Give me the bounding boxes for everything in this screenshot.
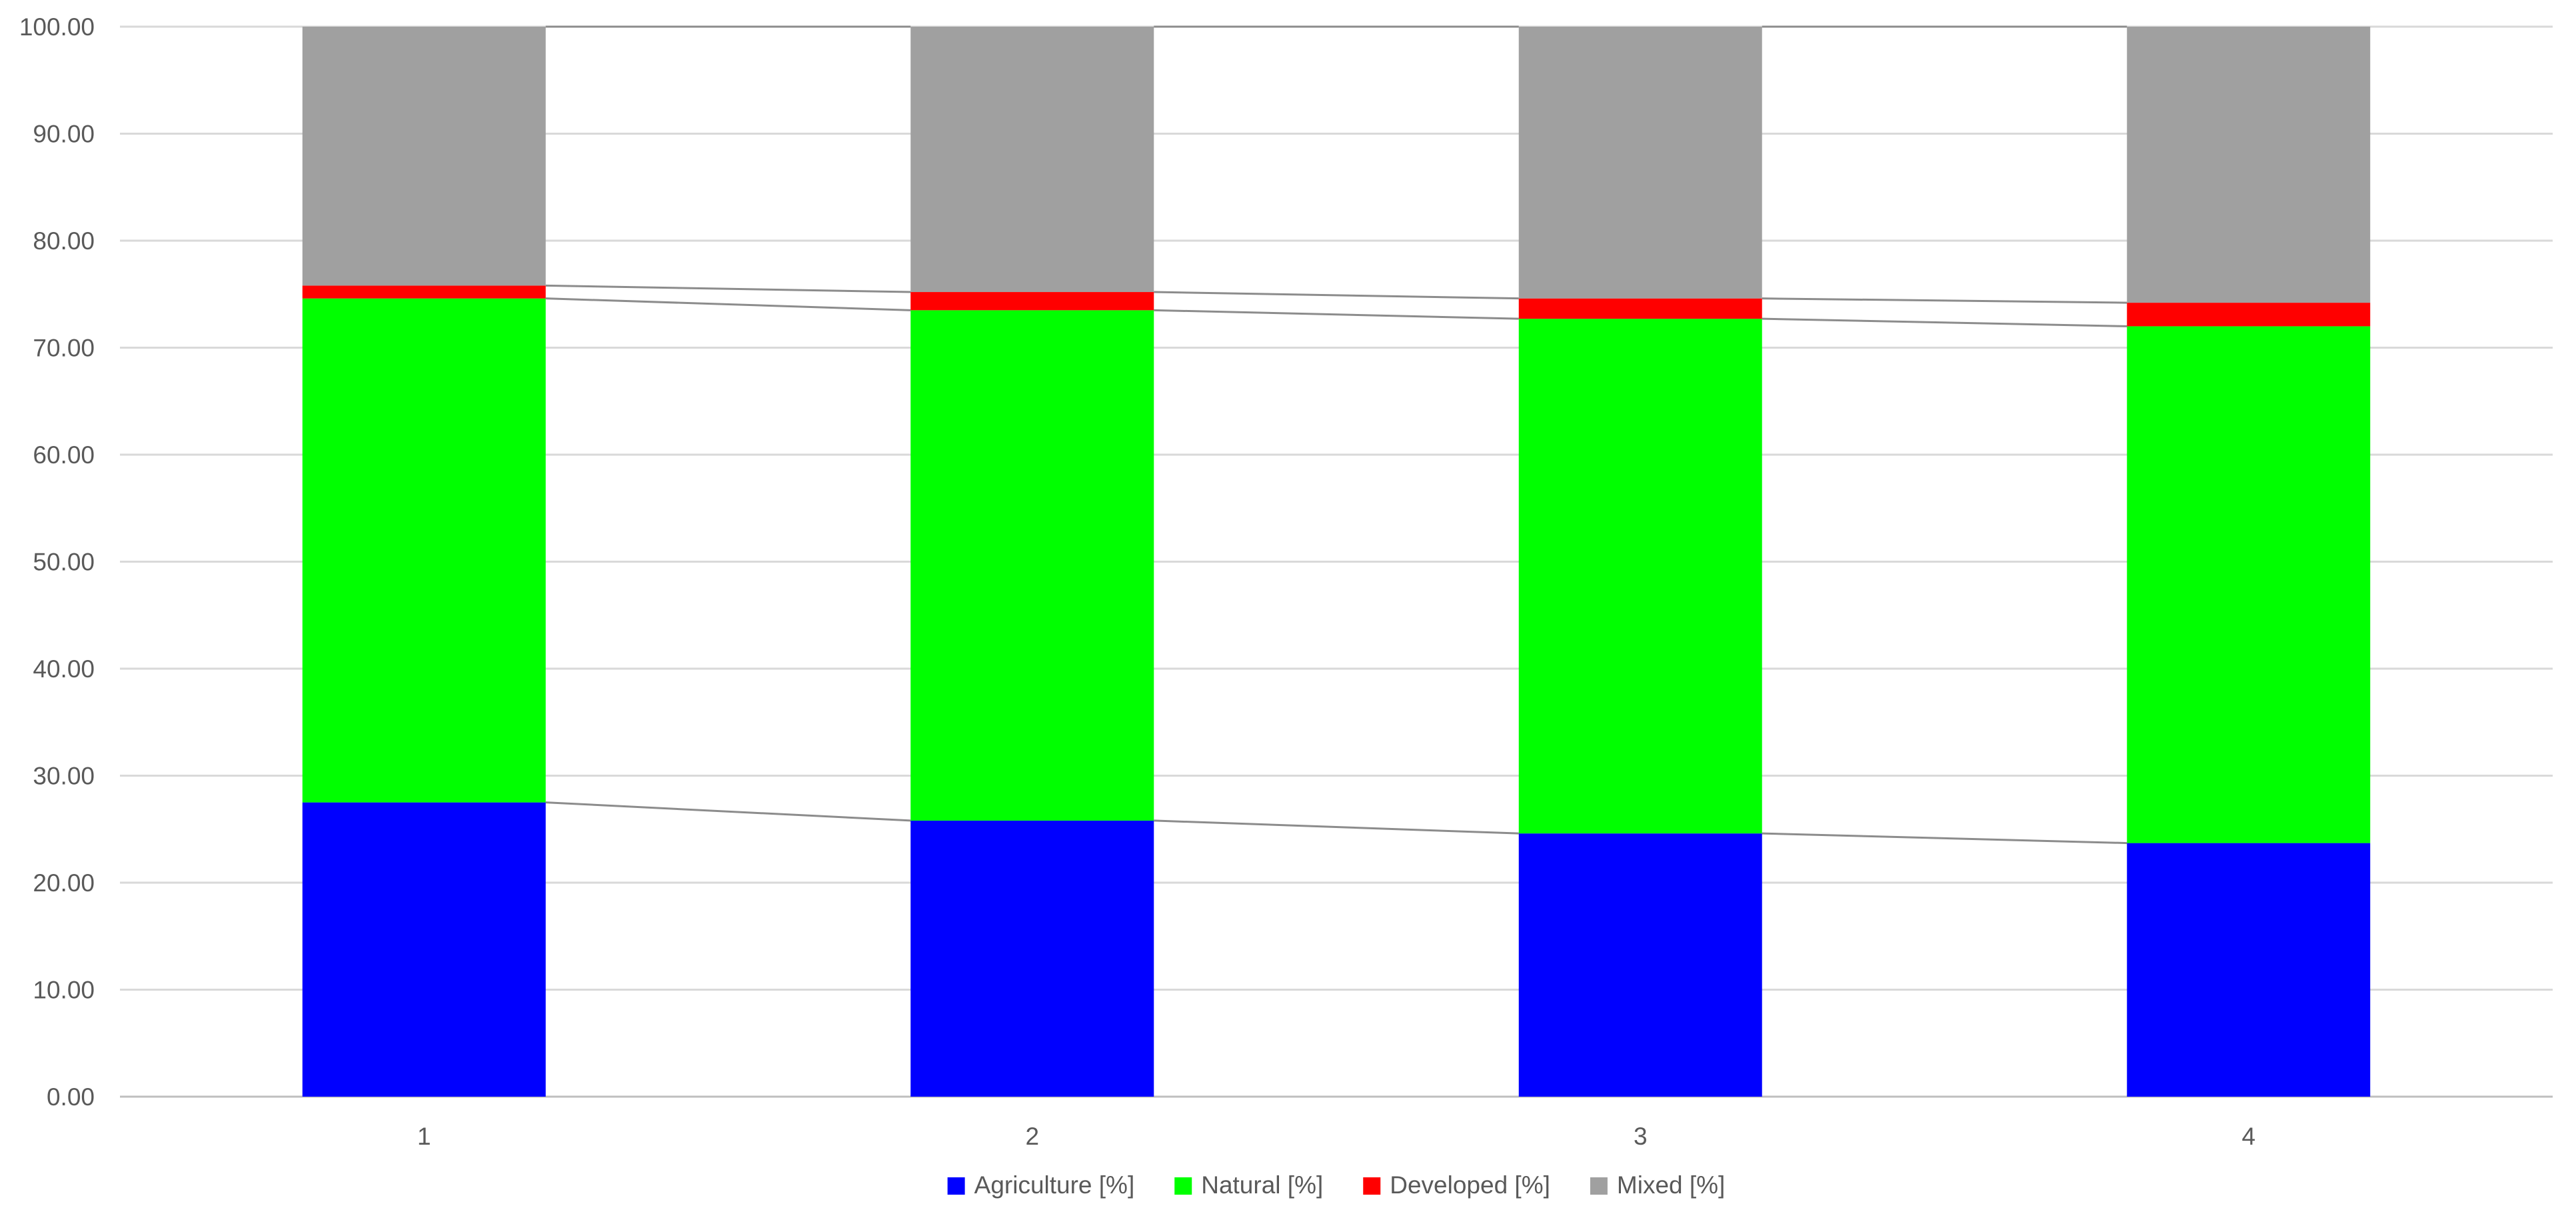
legend-item: Natural [%] [1174,1171,1323,1199]
legend-swatch [947,1177,965,1195]
bar-segment [910,27,1154,293]
series-line [1154,309,1519,320]
y-tick-label: 60.00 [33,441,95,469]
series-connector-lines [545,25,2127,845]
y-tick-label: 70.00 [33,335,95,362]
x-tick-label: 3 [1634,1123,1648,1150]
bar-segment [302,298,546,803]
legend-item: Mixed [%] [1590,1171,1725,1199]
bar-segment [1518,298,1762,319]
legend-label: Developed [%] [1390,1171,1550,1199]
legend-label: Mixed [%] [1617,1171,1725,1199]
series-line [1154,819,1519,835]
y-tick-label: 80.00 [33,227,95,255]
y-tick-label: 20.00 [33,869,95,897]
bars [302,27,2371,1097]
x-tick-label: 4 [2241,1123,2255,1150]
bar-segment [910,310,1154,821]
legend: Agriculture [%] Natural [%] Developed [%] M… [947,1171,1725,1199]
series-line [1154,291,1519,300]
legend-label: Natural [%] [1201,1171,1323,1199]
legend-item: Developed [%] [1363,1171,1550,1199]
bar-segment [2127,326,2371,843]
bar-segment [2127,303,2371,327]
bar-segment [910,292,1154,311]
bar-segment [1518,319,1762,834]
series-line [1762,297,2127,304]
y-axis-tick-labels: 0.00 10.00 20.00 30.00 40.00 50.00 60.00 70.00 8… [19,13,95,1111]
series-line [545,297,911,311]
y-tick-label: 90.00 [33,121,95,148]
x-tick-label: 1 [417,1123,431,1150]
legend-label: Agriculture [%] [974,1171,1135,1199]
legend-swatch [1174,1177,1192,1195]
legend-swatch [1590,1177,1608,1195]
bar-segment [302,285,546,299]
legend-item: Agriculture [%] [947,1171,1135,1199]
legend-swatch [1363,1177,1381,1195]
y-tick-label: 0.00 [47,1083,95,1111]
series-line [545,284,911,293]
bar-segment [302,27,546,286]
bar-segment [1518,833,1762,1097]
bar-segment [2127,27,2371,303]
y-tick-label: 50.00 [33,549,95,576]
y-tick-label: 10.00 [33,977,95,1004]
bar-segment [302,802,546,1097]
series-line [1762,832,2127,845]
series-line [545,801,911,822]
y-tick-label: 40.00 [33,655,95,683]
x-axis-tick-labels: 1 2 3 4 [417,1123,2255,1150]
y-tick-label: 100.00 [19,13,95,41]
bar-segment [1518,27,1762,299]
bar-segment [2127,843,2371,1097]
x-tick-label: 2 [1025,1123,1039,1150]
bar-segment [910,820,1154,1097]
series-line [1762,317,2127,327]
y-tick-label: 30.00 [33,763,95,790]
